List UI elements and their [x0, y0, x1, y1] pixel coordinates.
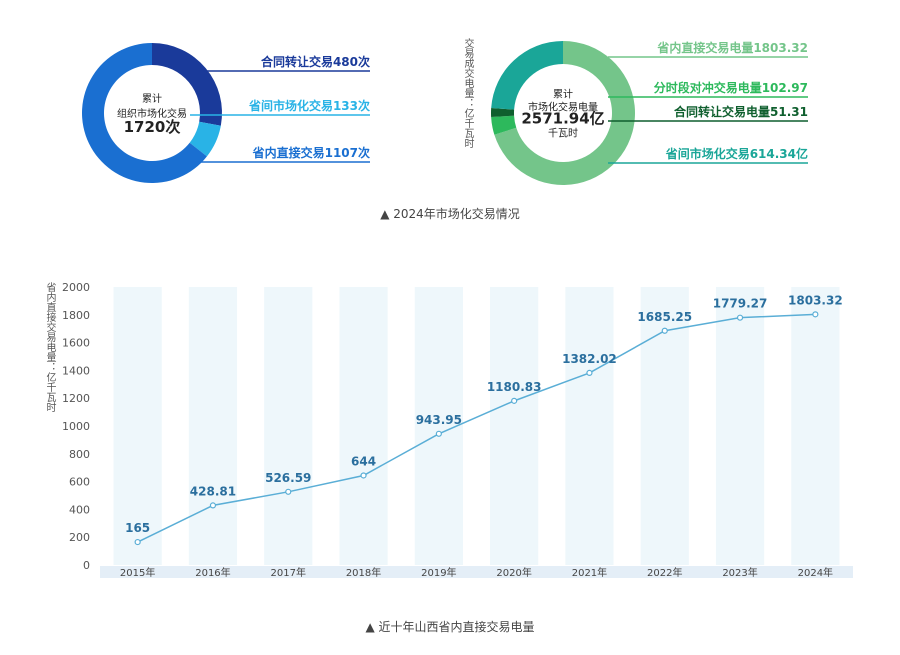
line-chart-y-axis-label: 省内直接交易电量：亿千瓦时 — [44, 282, 55, 412]
background-band — [339, 287, 388, 565]
x-tick-label: 2022年 — [647, 566, 682, 579]
x-tick-label: 2017年 — [271, 566, 306, 579]
donut-slice-label: 分时段对冲交易电量102.97 — [654, 80, 808, 95]
donut-center-line: 组织市场化交易 — [117, 107, 187, 120]
line-chart-data-labels: 165 428.81 526.59 644 943.95 1180.83 1382.02 16… — [125, 293, 843, 535]
x-tick-label: 2024年 — [798, 566, 833, 579]
y-tick-label: 400 — [69, 503, 90, 516]
donut-center-line: 市场化交易电量 — [528, 101, 598, 114]
data-label: 1382.02 — [562, 352, 617, 366]
donut-slice-label: 合同转让交易480次 — [261, 54, 370, 69]
data-point — [285, 488, 292, 495]
donut-center-line: 千瓦时 — [548, 128, 578, 140]
donut-slice-label: 省内直接交易1107次 — [252, 145, 370, 160]
donut-slice-label: 省间市场化交易133次 — [248, 98, 370, 113]
donut-slice — [491, 107, 515, 117]
data-label: 1803.32 — [788, 293, 843, 307]
data-label: 644 — [351, 454, 376, 468]
donut-center-line: 2571.94亿 — [521, 110, 604, 128]
x-tick-label: 2018年 — [346, 566, 381, 579]
x-tick-label: 2015年 — [120, 566, 155, 579]
data-label: 1685.25 — [637, 310, 692, 324]
data-label: 1180.83 — [487, 380, 542, 394]
background-band — [715, 287, 765, 565]
donut2-axis-label: 交易成交电量：亿千瓦时 — [462, 38, 473, 148]
line-chart-y-ticks: 0 200 400 600 800 1000 1200 1400 1600 1800 2000 — [62, 281, 90, 572]
data-point — [134, 538, 141, 546]
donut-center-line: 1720次 — [124, 118, 181, 136]
data-label: 165 — [125, 521, 150, 535]
donut2-labels: 省内直接交易电量1803.32 分时段对冲交易电量102.97 合同转让交易电量51… — [608, 40, 808, 164]
y-tick-label: 0 — [83, 559, 90, 572]
donut-slice-label: 省内直接交易电量1803.32 — [656, 40, 808, 55]
x-tick-label: 2016年 — [195, 566, 230, 579]
y-tick-label: 800 — [69, 448, 90, 461]
y-tick-label: 200 — [69, 531, 90, 544]
background-band — [565, 287, 614, 565]
background-band — [264, 287, 313, 565]
bottom-caption: ▲ 近十年山西省内直接交易电量 — [365, 620, 535, 634]
donut-center-line: 累计 — [553, 88, 573, 101]
x-tick-label: 2021年 — [572, 566, 607, 579]
top-caption: ▲ 2024年市场化交易情况 — [380, 207, 520, 221]
y-tick-label: 2000 — [62, 281, 90, 294]
x-tick-label: 2023年 — [722, 566, 757, 579]
direct-trading-line-chart: 0 200 400 600 800 1000 1200 1400 1600 1800 2000 20… — [62, 281, 853, 579]
donut2-slices — [491, 41, 635, 185]
line-chart-x-axis: 2015年 2016年 2017年 2018年 2019年 2020年 2021年 2022年… — [100, 566, 853, 579]
background-band — [791, 287, 840, 565]
donut-slice — [189, 121, 221, 157]
data-point — [435, 430, 442, 437]
data-label: 943.95 — [416, 413, 462, 427]
data-point — [586, 369, 593, 376]
donut-slice — [152, 43, 222, 126]
line-chart-background-bands — [113, 287, 840, 565]
donut-slice — [491, 41, 563, 110]
data-point — [812, 311, 819, 318]
data-label: 1779.27 — [713, 297, 768, 311]
data-point — [360, 472, 367, 479]
background-band — [113, 287, 162, 565]
x-tick-label: 2020年 — [496, 566, 531, 579]
donut-slice-label: 合同转让交易电量51.31 — [674, 104, 808, 119]
y-tick-label: 1600 — [62, 337, 90, 350]
y-tick-label: 1200 — [62, 392, 90, 405]
data-point — [661, 327, 668, 334]
data-label: 526.59 — [265, 471, 311, 485]
background-band — [490, 287, 539, 565]
donut-slice — [491, 115, 517, 135]
donut-slice — [82, 43, 207, 183]
data-point — [209, 502, 217, 509]
donut1-slices — [82, 43, 222, 183]
data-point — [511, 397, 518, 404]
donut-slice-label: 省间市场化交易614.34亿 — [665, 146, 808, 161]
y-tick-label: 1000 — [62, 420, 90, 433]
y-tick-label: 1800 — [62, 309, 90, 322]
x-axis-bar — [100, 566, 853, 578]
line-chart-series — [137, 313, 816, 543]
line-chart-points — [134, 311, 819, 546]
donut-center-line: 累计 — [142, 92, 162, 105]
donut-slice — [494, 41, 635, 185]
x-tick-label: 2019年 — [421, 566, 456, 579]
data-label: 428.81 — [190, 484, 236, 498]
data-point — [736, 314, 744, 321]
background-band — [188, 287, 238, 565]
y-tick-label: 1400 — [62, 364, 90, 377]
y-tick-label: 600 — [69, 476, 90, 489]
series-line — [137, 313, 816, 543]
